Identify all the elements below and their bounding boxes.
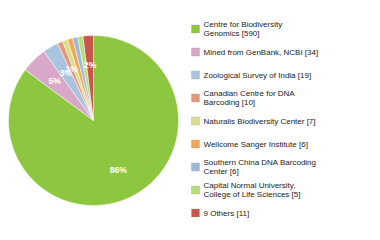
svg-text:Naturalis Biodiversity Center: Naturalis Biodiversity Center [7] bbox=[204, 117, 316, 126]
svg-text:Capital Normal University,Coll: Capital Normal University,College of Lif… bbox=[204, 181, 301, 199]
svg-text:Zoological Survey of India [19: Zoological Survey of India [19] bbox=[204, 71, 312, 80]
svg-text:Southern China DNA BarcodingCe: Southern China DNA BarcodingCenter [6] bbox=[204, 158, 317, 176]
svg-text:86%: 86% bbox=[110, 165, 128, 175]
svg-text:Canadian Centre for DNABarcodi: Canadian Centre for DNABarcoding [10] bbox=[204, 89, 296, 107]
svg-text:2%: 2% bbox=[84, 60, 97, 70]
svg-text:Centre for BiodiversityGenomic: Centre for BiodiversityGenomics [590] bbox=[204, 20, 283, 38]
svg-text:Mined from GenBank, NCBI [34]: Mined from GenBank, NCBI [34] bbox=[204, 48, 319, 57]
svg-text:Wellcome Sanger Institute [6]: Wellcome Sanger Institute [6] bbox=[204, 140, 308, 149]
svg-text:9 Others [11]: 9 Others [11] bbox=[204, 209, 250, 218]
svg-text:1%: 1% bbox=[66, 64, 79, 74]
svg-text:5%: 5% bbox=[48, 75, 61, 86]
